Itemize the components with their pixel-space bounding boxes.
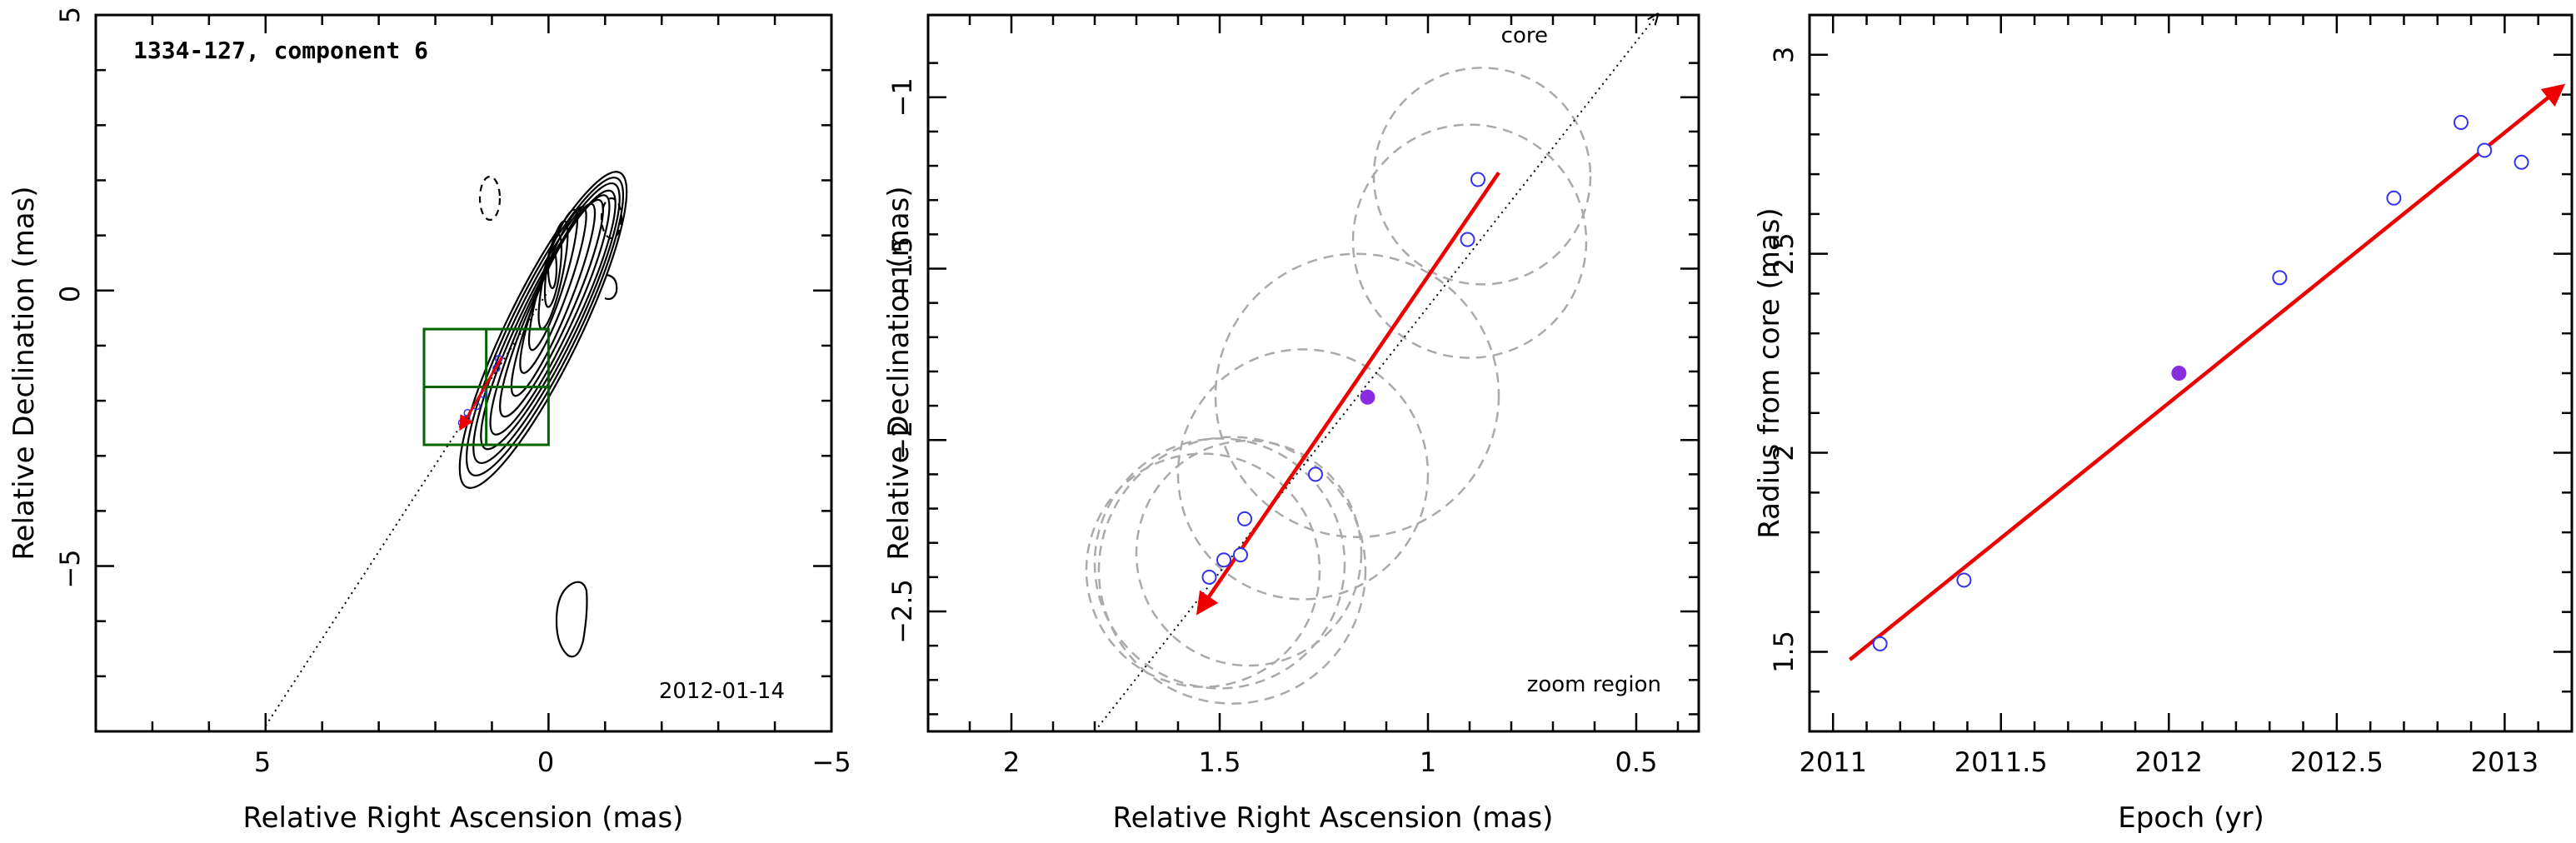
y-tick-label: 3 bbox=[1768, 47, 1800, 63]
panel2-ticks bbox=[926, 15, 1699, 731]
data-point bbox=[1470, 172, 1485, 187]
x-tick-label: 0.5 bbox=[1615, 746, 1658, 778]
contour-south-blob bbox=[555, 581, 588, 658]
fit-circle bbox=[1176, 348, 1430, 601]
fit-circle bbox=[1085, 452, 1321, 688]
data-point bbox=[1460, 232, 1475, 247]
y-tick-label: 2.5 bbox=[1768, 232, 1800, 275]
panel3-fit-arrow bbox=[1848, 83, 2566, 661]
x-tick-label: 2011.5 bbox=[1954, 746, 2048, 778]
fit-circle bbox=[1214, 252, 1500, 538]
contour-bump bbox=[604, 273, 618, 301]
x-tick-label: 1 bbox=[1420, 746, 1436, 778]
panel1-xtick-label: 0 bbox=[537, 746, 554, 778]
zoom-region-annotation: zoom region bbox=[1527, 672, 1661, 697]
fit-circle bbox=[1097, 436, 1367, 705]
panel2-fit-arrow bbox=[1196, 172, 1500, 616]
panel1-fit-arrow bbox=[459, 357, 503, 431]
panel-zoom: 2 1.5 1 0.5 −2.5 −2 −1.5 −1 Relative Right Asc… bbox=[882, 13, 1700, 835]
panel2-ytick-labels: −2.5 −2 −1.5 −1 bbox=[886, 77, 918, 644]
panel1-ytick-label: −5 bbox=[54, 549, 86, 588]
contour bbox=[472, 182, 621, 465]
x-tick-label: 1.5 bbox=[1199, 746, 1241, 778]
x-tick-label: 2 bbox=[1003, 746, 1020, 778]
data-point bbox=[2453, 115, 2469, 130]
data-point bbox=[1308, 466, 1323, 482]
data-point bbox=[1956, 572, 1972, 588]
contour bbox=[547, 247, 558, 290]
current-epoch-point bbox=[2171, 366, 2187, 381]
panel1-y-axis-label: Relative Declination (mas) bbox=[7, 186, 41, 560]
panel3-y-axis-label: Radius from core (mas) bbox=[1753, 207, 1786, 538]
panel2-fit-circles bbox=[1085, 67, 1592, 705]
data-point bbox=[1237, 511, 1252, 526]
contour-map bbox=[458, 171, 628, 658]
contour bbox=[458, 171, 628, 489]
panel3-points bbox=[1872, 115, 2529, 651]
core-annotation: core bbox=[1501, 23, 1548, 48]
panel3-x-axis-label: Epoch (yr) bbox=[2118, 801, 2264, 835]
data-point bbox=[1233, 547, 1248, 563]
contour-negative bbox=[478, 175, 502, 222]
contour-negative bbox=[600, 197, 623, 240]
fit-circle bbox=[1351, 123, 1588, 359]
y-tick-label: −2.5 bbox=[886, 579, 918, 644]
zoom-region-box bbox=[422, 327, 550, 446]
data-point bbox=[2386, 190, 2402, 206]
panel2-points bbox=[1201, 172, 1485, 585]
data-point bbox=[1872, 636, 1888, 651]
data-point bbox=[2477, 142, 2493, 158]
contour bbox=[527, 208, 579, 352]
panel3-ticks bbox=[1810, 15, 2572, 731]
panel1-xtick-label: 5 bbox=[254, 746, 271, 778]
y-tick-label: −2 bbox=[886, 421, 918, 460]
panel1-xtick-labels: 5 0 −5 bbox=[254, 746, 851, 778]
x-tick-label: 2012 bbox=[2135, 746, 2203, 778]
x-tick-label: 2012.5 bbox=[2290, 746, 2384, 778]
data-point bbox=[2514, 154, 2529, 170]
panel1-title: 1334-127, component 6 bbox=[133, 37, 428, 64]
contour bbox=[465, 177, 625, 476]
y-tick-label: 2 bbox=[1768, 444, 1800, 461]
current-epoch-point bbox=[1360, 389, 1375, 405]
panel1-x-axis-label: Relative Right Ascension (mas) bbox=[243, 801, 684, 835]
panel2-frame bbox=[926, 13, 1700, 733]
x-tick-label: 2011 bbox=[1799, 746, 1866, 778]
panel1-ytick-label: 5 bbox=[54, 7, 86, 23]
panel1-ticks bbox=[96, 15, 831, 731]
fit-circle bbox=[1135, 439, 1363, 667]
fit-circle bbox=[1093, 437, 1346, 690]
panel3-xtick-labels: 2011 2011.5 2012 2012.5 2013 bbox=[1799, 746, 2539, 778]
data-point bbox=[2272, 270, 2288, 286]
y-tick-label: 1.5 bbox=[1768, 631, 1800, 673]
panel-vlbi-map: 5 0 −5 −5 0 5 Relative Right Ascension (… bbox=[7, 7, 851, 835]
panel2-trajectory-line bbox=[1094, 15, 1657, 732]
contour bbox=[543, 233, 563, 308]
panel1-xtick-label: −5 bbox=[811, 746, 851, 778]
fit-circle bbox=[1372, 67, 1592, 286]
y-tick-label: −1.5 bbox=[886, 237, 918, 302]
panel1-frame bbox=[94, 13, 833, 733]
contour bbox=[480, 189, 617, 451]
contour bbox=[489, 194, 611, 436]
data-point bbox=[1216, 552, 1231, 568]
contour bbox=[499, 198, 604, 418]
panel-radius-vs-epoch: 2011 2011.5 2012 2012.5 2013 1.5 2 2.5 3 Epoch … bbox=[1753, 13, 2574, 835]
panel1-trajectory-line bbox=[264, 290, 550, 726]
panel1-ytick-labels: −5 0 5 bbox=[54, 7, 86, 589]
panel2-y-axis-label: Relative Declination (mas) bbox=[882, 186, 916, 560]
panel1-date-label: 2012-01-14 bbox=[659, 679, 785, 704]
data-point bbox=[1201, 569, 1217, 585]
panel2-xtick-labels: 2 1.5 1 0.5 bbox=[1003, 746, 1658, 778]
panel1-ytick-label: 0 bbox=[54, 286, 86, 302]
panel3-ytick-labels: 1.5 2 2.5 3 bbox=[1768, 47, 1800, 673]
x-tick-label: 2013 bbox=[2471, 746, 2539, 778]
panel2-x-axis-label: Relative Right Ascension (mas) bbox=[1113, 801, 1554, 835]
y-tick-label: −1 bbox=[886, 77, 918, 117]
